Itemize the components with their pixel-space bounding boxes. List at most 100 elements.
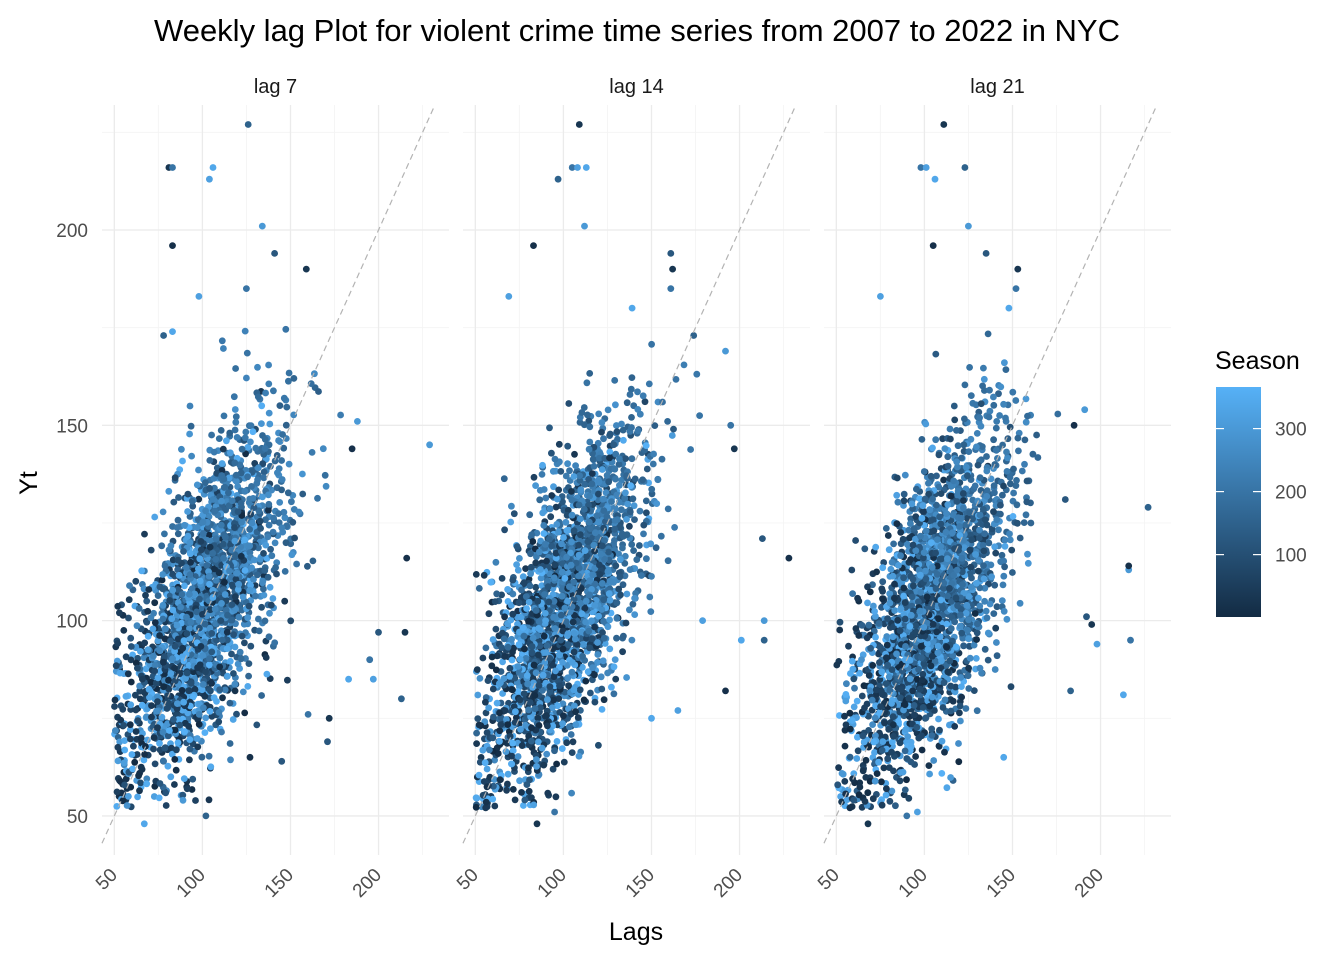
data-point [281,514,289,522]
data-point [582,677,590,685]
data-point [124,670,132,678]
data-point [489,636,497,643]
panel-1: lag 750 100 150 200 [92,76,449,902]
data-point [591,580,599,588]
data-point [511,796,519,804]
data-point [575,501,583,509]
data-point [611,656,619,663]
data-point [479,746,487,754]
data-point [202,507,210,515]
data-point [285,369,293,377]
data-point [604,406,612,414]
data-point [238,518,246,526]
data-point [507,616,515,624]
data-point [508,752,516,760]
data-point [174,516,182,524]
data-point [525,598,533,606]
data-point [227,756,234,764]
data-point [142,743,149,750]
data-point [242,450,250,458]
data-point [241,487,249,495]
data-point [612,450,620,458]
data-point [128,751,136,758]
data-point [259,493,266,501]
data-point [595,478,603,486]
data-point [169,328,176,335]
data-point [126,582,133,589]
data-point [594,639,601,646]
data-point [203,562,211,569]
data-point [164,732,172,740]
data-point [285,460,293,468]
data-point [515,641,523,649]
data-point [565,705,572,713]
data-point [281,597,289,605]
data-point [130,742,137,750]
data-point [243,349,251,357]
data-point [564,442,572,450]
data-point [183,630,191,637]
data-point [132,577,140,585]
data-point [219,694,226,702]
data-point [162,789,170,797]
data-point [604,669,611,677]
data-point [1000,572,1008,580]
data-point [520,690,528,697]
data-point [542,649,550,656]
data-point [193,608,201,616]
data-point [532,559,540,567]
data-point [598,542,606,550]
data-point [587,525,594,532]
data-point [173,746,180,754]
data-point [491,598,499,605]
data-point [249,495,257,502]
data-point [146,694,153,701]
data-point [184,532,192,540]
data-point [189,502,197,510]
data-point [241,327,249,335]
data-point [302,265,310,273]
data-point [549,467,557,475]
data-point [171,756,179,763]
data-point [582,597,590,605]
data-point [552,554,560,562]
data-point [112,662,120,670]
data-point [496,727,504,735]
data-point [199,518,207,526]
data-point [271,539,279,547]
data-point [552,549,560,557]
data-point [196,577,204,585]
data-point [493,699,501,707]
data-point [180,657,188,665]
data-point [337,411,344,419]
data-point [131,758,139,766]
data-point [159,757,167,765]
data-point [519,624,527,631]
data-point [590,462,598,470]
data-point [998,551,1006,559]
data-point [559,627,567,635]
data-point [546,683,554,690]
data-point [591,671,598,679]
data-point [197,546,205,554]
data-point [643,509,650,517]
data-point [670,425,677,433]
data-point [730,445,738,453]
data-point [905,526,913,534]
data-point [176,721,184,729]
data-point [939,435,946,443]
data-point [237,500,245,507]
data-point [401,628,409,636]
data-point [220,484,228,491]
data-point [589,571,597,579]
data-point [195,293,203,300]
data-point [606,454,613,462]
data-point [623,516,630,523]
data-point [626,508,634,516]
data-point [579,652,586,660]
data-point [234,508,242,515]
data-point [231,426,239,434]
data-point [504,586,511,593]
data-point [626,606,633,614]
data-point [555,440,563,448]
